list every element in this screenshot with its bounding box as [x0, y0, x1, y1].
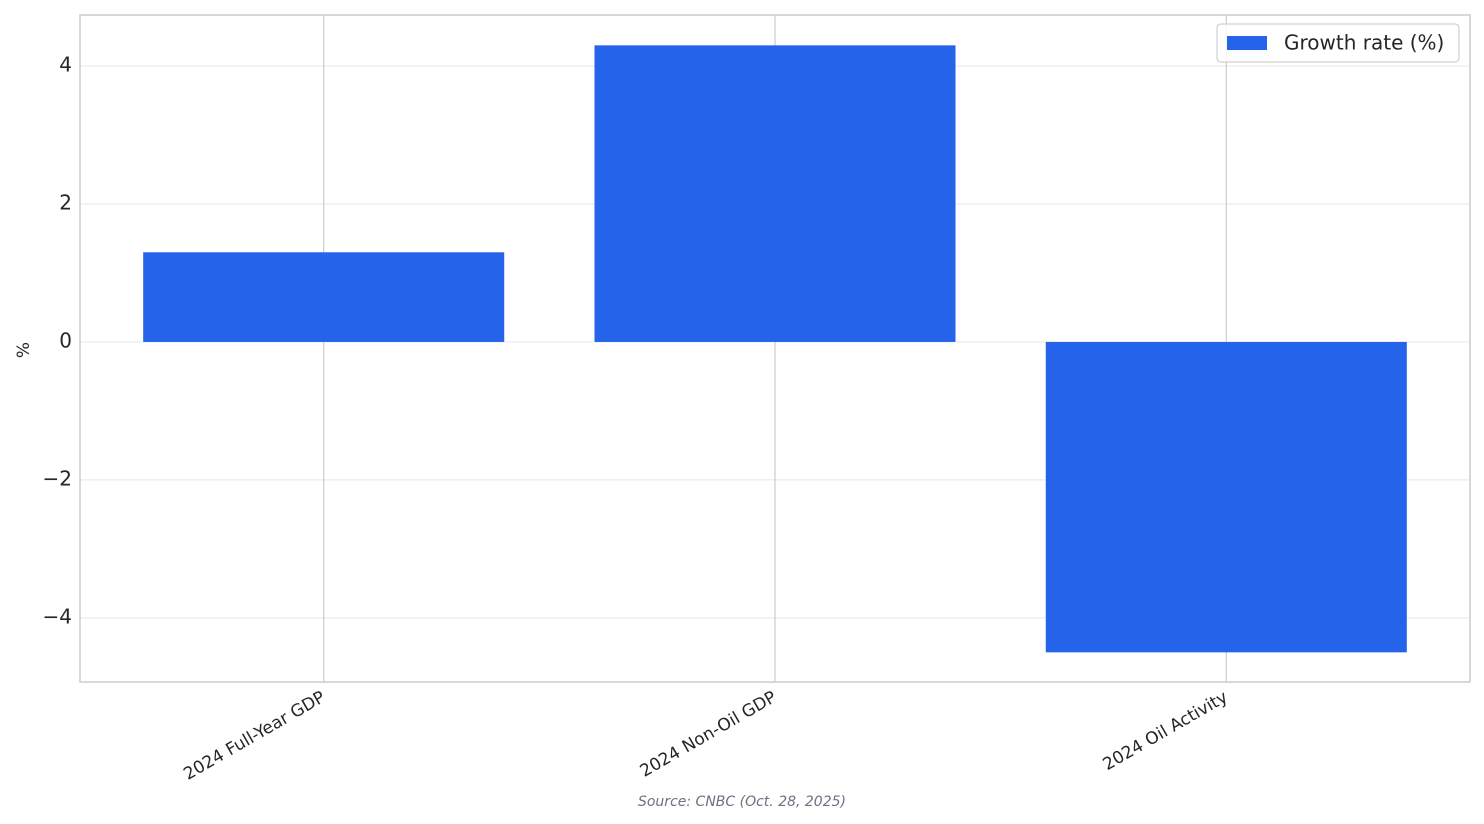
y-tick-label: −4: [43, 604, 72, 628]
y-tick-label: 2: [59, 190, 72, 214]
bar: [143, 252, 505, 342]
y-tick-label: 4: [59, 53, 72, 77]
plot-frame: [79, 14, 1471, 683]
legend-swatch: [1227, 36, 1267, 50]
source-note: Source: CNBC (Oct. 28, 2025): [638, 794, 846, 810]
y-axis-label: %: [14, 342, 34, 358]
y-tick-label: 0: [59, 328, 72, 352]
y-tick-label: −2: [43, 466, 72, 490]
legend-label: Growth rate (%): [1284, 31, 1444, 55]
bar: [594, 45, 956, 342]
legend-box: [1216, 23, 1460, 63]
bar: [1045, 341, 1407, 653]
